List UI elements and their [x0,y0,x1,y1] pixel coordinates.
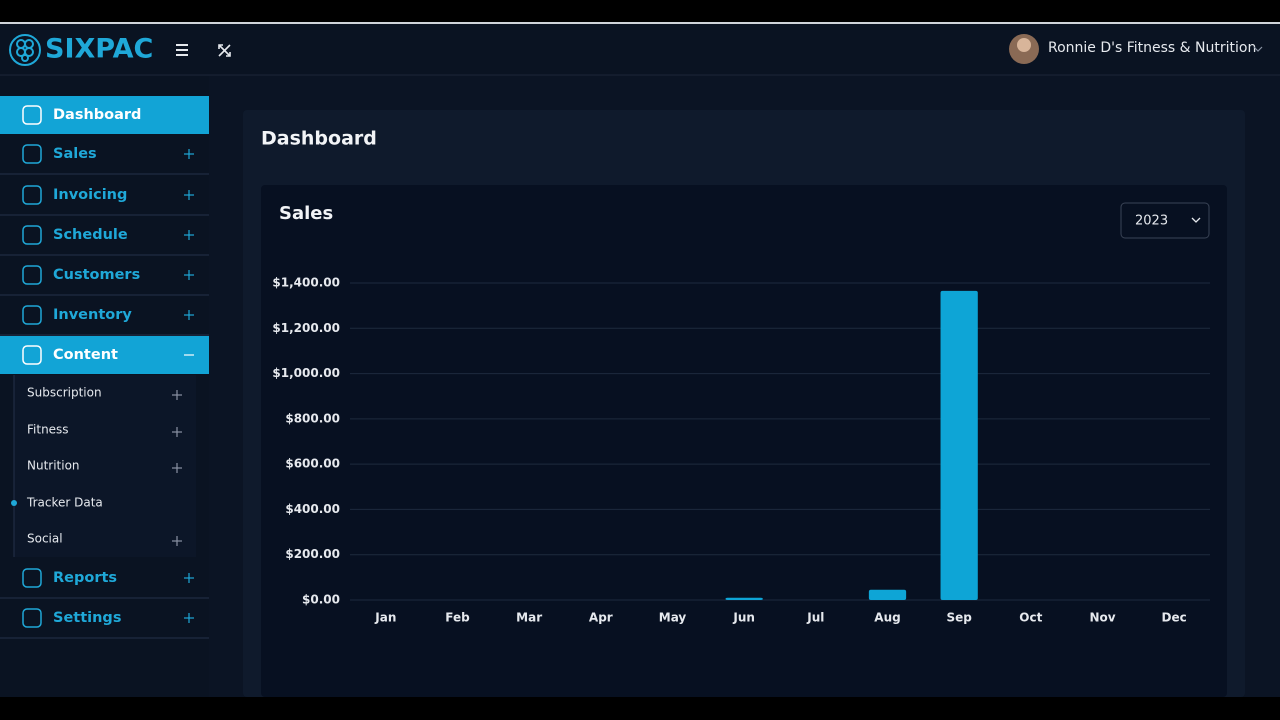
nav-label: Sales [53,146,97,162]
submenu-label: Fitness [27,423,69,437]
nav-icon [22,305,42,325]
x-tick-label: Jul [806,611,824,625]
x-tick-label: Aug [874,611,900,625]
nav-active-bg [0,336,209,374]
sales-chart: $0.00 $200.00 $400.00 $600.00 $800.00 $1,000.… [272,276,1210,625]
bar [868,589,907,600]
year-select[interactable]: 2023 [1120,202,1210,239]
nav-label: Invoicing [53,187,127,203]
chart-card [261,185,1227,697]
y-tick-label: $0.00 [302,593,340,607]
nav-icon [22,185,42,205]
page-title: Dashboard [261,128,377,150]
bar [940,290,978,600]
submenu-label: Tracker Data [26,496,103,510]
nav-item[interactable]: Sales [0,144,209,175]
nav-icon [22,225,42,245]
bar [725,597,763,600]
x-tick-label: Oct [1019,611,1042,625]
avatar-face [1017,38,1031,52]
nav-item[interactable]: Settings [0,608,209,639]
nav-icon [22,265,42,285]
x-tick-label: Sep [946,611,972,625]
nav-label: Schedule [53,227,128,243]
submenu-item[interactable]: Nutrition [27,459,182,474]
y-tick-label: $1,200.00 [272,321,340,335]
bottom-bar [0,697,1280,720]
user-menu[interactable]: Ronnie D's Fitness & Nutrition [1009,34,1263,64]
nav-icon [22,345,42,365]
x-tick-label: Dec [1162,611,1187,625]
submenu-item[interactable]: Fitness [27,423,182,438]
current-dot [11,500,17,506]
submenu-label: Subscription [27,386,102,400]
menu-toggle[interactable] [176,44,188,56]
nav-item[interactable]: Inventory [0,305,209,336]
nav-item[interactable]: Content [0,336,209,374]
y-tick-label: $1,000.00 [272,366,340,380]
nav-item[interactable]: Customers [0,265,209,296]
logo: SIXPAC [45,34,153,65]
select-box [1120,202,1210,239]
nav-item[interactable]: Reports [0,568,209,599]
nav-item[interactable]: Dashboard [0,96,209,134]
nav-active-bg [0,96,209,134]
nav-label: Customers [53,267,140,283]
nav-icon [22,608,42,628]
y-tick-label: $1,400.00 [272,276,340,290]
nav-icon [22,144,42,164]
logo-icon [9,34,41,66]
submenu-item[interactable]: Tracker Data [11,496,103,510]
nav-icon [22,568,42,588]
select-value: 2023 [1135,214,1168,229]
submenu-bg [14,375,196,557]
nav-label: Reports [53,570,117,586]
nav-icon [22,105,42,125]
x-tick-label: Jan [374,611,396,625]
chart-title: Sales [279,203,333,224]
x-tick-label: Mar [516,611,542,625]
nav-item[interactable]: Invoicing [0,185,209,216]
select-chevron [1191,217,1201,223]
nav-label: Settings [53,610,121,626]
sidebar-nav: Dashboard Sales Invoicing Schedule Customers… [0,96,209,639]
y-tick-label: $400.00 [285,502,340,516]
y-tick-label: $600.00 [285,457,340,471]
nav-item[interactable]: Schedule [0,225,209,256]
header [0,24,1280,75]
y-tick-label: $200.00 [285,547,340,561]
x-tick-label: May [659,611,687,625]
nav-label: Inventory [53,307,132,323]
chevron [1253,46,1263,52]
user-name: Ronnie D's Fitness & Nutrition [1048,40,1256,56]
nav-label: Dashboard [53,107,141,123]
y-tick-label: $800.00 [285,411,340,425]
x-tick-label: Apr [589,611,613,625]
nav-label: Content [53,347,118,363]
top-border [0,22,1280,24]
x-tick-label: Jun [732,611,755,625]
submenu-item[interactable]: Subscription [27,386,182,401]
x-tick-label: Feb [445,611,470,625]
submenu-item[interactable]: Social [27,532,182,547]
submenu-label: Nutrition [27,459,80,473]
x-tick-label: Nov [1089,611,1115,625]
submenu-label: Social [27,532,63,546]
fullscreen-toggle[interactable] [218,44,231,57]
